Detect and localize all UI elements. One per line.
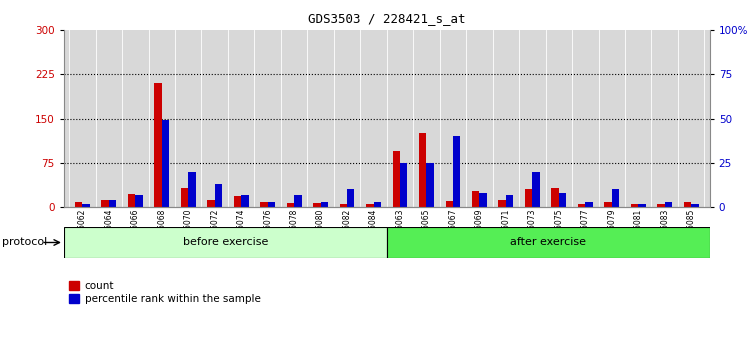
Bar [267,202,275,207]
Bar [691,204,698,207]
Bar [347,189,354,207]
Text: before exercise: before exercise [182,238,268,247]
Bar [683,202,691,207]
Bar [234,196,241,207]
Text: after exercise: after exercise [510,238,587,247]
Bar [665,202,672,207]
Bar [339,204,347,207]
Bar [373,202,381,207]
Bar [551,188,559,207]
Bar [101,200,109,207]
Bar [605,202,612,207]
Bar [128,194,135,207]
Bar [419,133,427,207]
Bar [181,188,189,207]
Bar [75,202,83,207]
Bar [294,195,302,207]
Bar [241,195,249,207]
Text: GDS3503 / 228421_s_at: GDS3503 / 228421_s_at [308,12,466,25]
Bar [215,184,222,207]
Bar [499,200,506,207]
Bar [109,200,116,207]
Bar [453,136,460,207]
Bar [161,120,169,207]
Bar [657,204,665,207]
Bar [506,195,513,207]
Bar [207,200,215,207]
Bar [83,204,90,207]
Bar [261,202,267,207]
Bar [631,204,638,207]
Bar [612,189,619,207]
Legend: count, percentile rank within the sample: count, percentile rank within the sample [69,281,261,304]
Bar [64,227,387,258]
Bar [393,151,400,207]
Bar [559,193,566,207]
Bar [472,190,479,207]
Bar [387,227,710,258]
Bar [585,202,593,207]
Bar [400,163,407,207]
Bar [321,202,328,207]
Bar [445,201,453,207]
Text: protocol: protocol [2,238,47,247]
Bar [366,204,373,207]
Bar [638,204,646,207]
Bar [313,203,321,207]
Bar [479,193,487,207]
Bar [189,172,196,207]
Bar [525,189,532,207]
Bar [578,204,585,207]
Bar [532,172,540,207]
Bar [287,203,294,207]
Bar [155,83,161,207]
Bar [135,195,143,207]
Bar [427,163,434,207]
